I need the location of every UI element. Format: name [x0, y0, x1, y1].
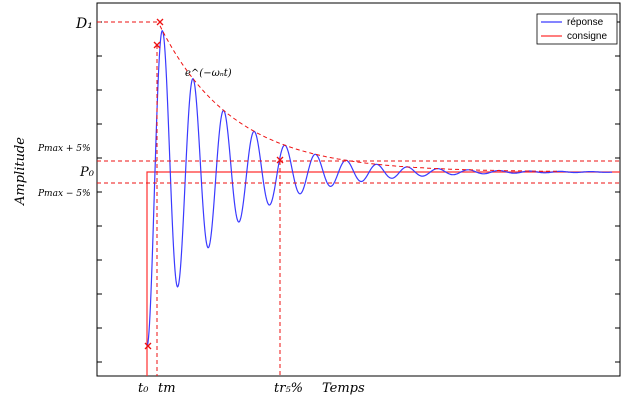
marker-peak [156, 18, 164, 26]
x-label-tr: tr₅% [274, 381, 303, 396]
envelope-label: e^(−ωₙt) [185, 68, 232, 79]
y-axis-title: Amplitude [13, 137, 28, 206]
x-label-t0: t₀ [138, 381, 149, 396]
y-label-p0: P₀ [79, 165, 95, 180]
plot-frame [96, 2, 621, 377]
y-label-pmax-minus: Pmax − 5% [37, 189, 91, 199]
legend-box [536, 13, 618, 45]
guide-lines [97, 21, 620, 376]
x-label-tm: tm [158, 381, 176, 396]
marker-settling [276, 156, 284, 164]
x-axis-title: Temps [322, 381, 365, 396]
marker-start [144, 342, 152, 350]
y-label-d1: D₁ [75, 16, 93, 32]
legend: réponse consigne [536, 13, 618, 45]
markers [144, 18, 284, 350]
envelope-curve [159, 25, 561, 172]
marker-tm [153, 41, 161, 49]
legend-label-setpoint: consigne [567, 31, 607, 42]
y-label-pmax-plus: Pmax + 5% [37, 144, 91, 154]
legend-label-response: réponse [567, 17, 604, 28]
y-ticks [97, 21, 102, 363]
